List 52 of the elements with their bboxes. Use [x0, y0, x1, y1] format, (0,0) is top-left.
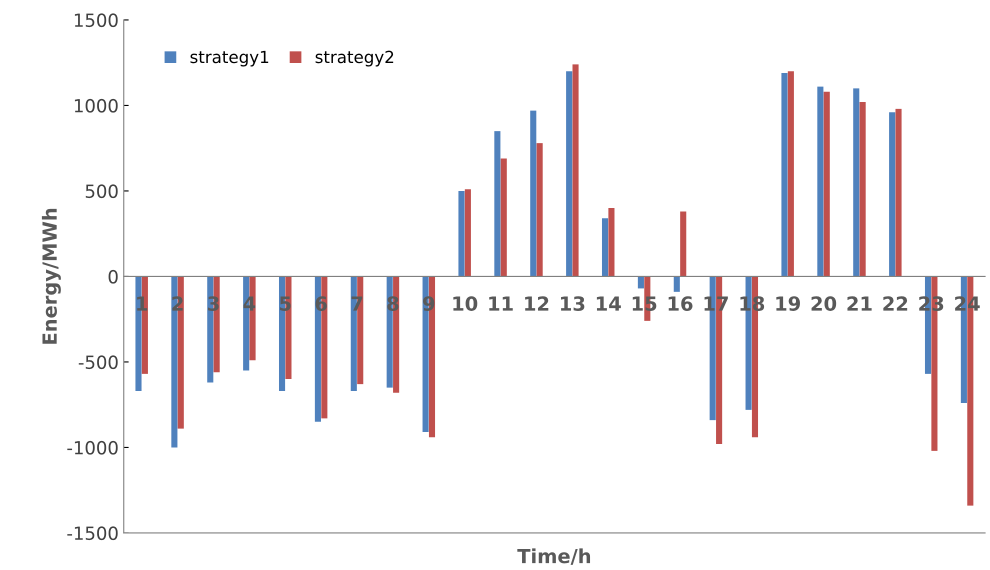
- bar: [781, 72, 788, 276]
- bar: [824, 92, 830, 276]
- bar: [817, 86, 824, 276]
- bar: [860, 102, 866, 276]
- y-axis-title: Energy/MWh: [42, 208, 61, 344]
- x-tick-label: 21: [847, 296, 872, 311]
- x-tick-label: 18: [740, 296, 764, 311]
- x-tick-label: 6: [316, 296, 327, 311]
- x-tick-label: 3: [208, 296, 219, 311]
- bar: [638, 276, 644, 288]
- x-tick-label: 13: [561, 296, 584, 311]
- bar: [500, 158, 507, 276]
- y-tick-label: -500: [78, 355, 118, 370]
- x-tick-label: 8: [387, 296, 398, 311]
- x-tick-label: 4: [243, 296, 256, 311]
- x-axis-title: Time/h: [517, 548, 590, 565]
- x-tick-label: 11: [489, 296, 513, 311]
- bar: [788, 71, 794, 276]
- x-tick-label: 22: [883, 296, 908, 311]
- y-tick-label: 500: [86, 184, 118, 198]
- bar: [494, 131, 500, 276]
- bar: [889, 112, 896, 276]
- y-tick-label: 1500: [74, 13, 118, 28]
- bar: [608, 208, 614, 276]
- x-tick-label: 12: [525, 296, 548, 311]
- bar: [458, 190, 465, 276]
- bar: [674, 276, 680, 292]
- legend-label: strategy1: [190, 50, 268, 66]
- bar: [536, 143, 543, 276]
- x-tick-label: 7: [352, 296, 362, 311]
- x-tick-label: 10: [453, 296, 478, 311]
- legend-label: strategy2: [316, 50, 394, 66]
- bar: [680, 211, 686, 276]
- bar: [530, 110, 536, 276]
- y-tick-label: -1000: [67, 440, 118, 455]
- bar: [895, 108, 902, 276]
- x-tick-label: 16: [668, 296, 692, 311]
- y-tick-label: -1500: [67, 526, 118, 540]
- bar: [853, 88, 860, 276]
- x-tick-label: 14: [596, 296, 621, 311]
- y-tick-label: 0: [108, 270, 118, 284]
- x-tick-label: 2: [172, 296, 183, 311]
- y-tick-label: 1000: [74, 98, 118, 113]
- bar: [464, 189, 471, 276]
- x-tick-label: 9: [423, 296, 434, 311]
- bar: [572, 64, 579, 276]
- bar: [566, 71, 572, 276]
- x-tick-label: 5: [280, 296, 291, 311]
- x-tick-label: 20: [812, 296, 836, 311]
- bar: [602, 218, 608, 276]
- x-tick-label: 17: [704, 296, 728, 311]
- x-tick-label: 19: [776, 296, 800, 311]
